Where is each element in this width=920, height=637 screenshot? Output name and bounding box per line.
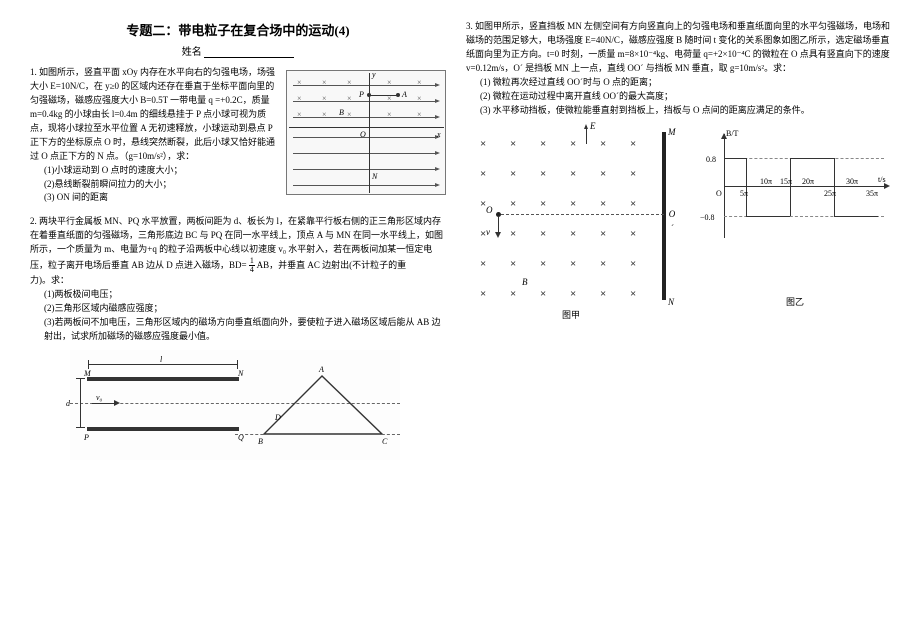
problem-3: 3. 如图甲所示，竖直挡板 MN 左侧空间有方向竖直向上的匀强电场和垂直纸面向里… <box>466 20 890 323</box>
figyi-xt5: 25π <box>824 188 836 200</box>
figyi-xlabel: t/s <box>878 174 886 186</box>
fig2-M: M <box>84 368 91 380</box>
problem-2-q3: (3)若两板间不加电压，三角形区域内的磁场方向垂直纸面向外，要使粒子进入磁场区域… <box>30 316 446 344</box>
left-column: 专题二：带电粒子在复合场中的运动(4) 姓名 1. 如图所示，竖直平面 xOy … <box>30 20 446 470</box>
fraction-1-4: 1 4 <box>249 257 255 274</box>
problem-1-q2: (2)悬线断裂前瞬间拉力的大小； <box>30 178 280 192</box>
figure-jia: ×××××× ×××××× ×××××× ×××××× ×××××× ×××××… <box>466 126 676 323</box>
fig2-l: l <box>160 354 162 366</box>
problem-3-text: 如图甲所示，竖直挡板 MN 左侧空间有方向竖直向上的匀强电场和垂直纸面向里的水平… <box>466 21 890 73</box>
problem-2-q1: (1)两板极间电压； <box>30 288 446 302</box>
fig2-A: A <box>319 364 324 376</box>
fig2-P: P <box>84 432 89 444</box>
figyi-xt4: 20π <box>802 176 814 188</box>
problem-2-q2: (2)三角形区域内磁感应强度； <box>30 302 446 316</box>
figjia-B: B <box>522 276 528 290</box>
name-field: 姓名 <box>30 43 446 58</box>
figyi-O: O <box>716 188 722 200</box>
problem-3-q2: (2) 微粒在运动过程中离开直线 OO´的最大高度； <box>466 90 890 104</box>
fig1-N: N <box>372 171 377 183</box>
problem-2-text-c: 力)。求： <box>30 274 446 288</box>
figure-yi: B/T 0.8 −0.8 O t/s <box>700 126 890 310</box>
fig2-B: B <box>258 436 263 448</box>
problem-3-q1: (1) 微粒再次经过直线 OO´时与 O 点的距离； <box>466 76 890 90</box>
problem-2-number: 2. <box>30 216 37 226</box>
problem-1-number: 1. <box>30 67 37 77</box>
problem-1-q1: (1)小球运动到 O 点时的速度大小； <box>30 164 280 178</box>
fig1-x: x <box>437 129 441 141</box>
figure-1: × × × × × × × × × × × × × × × <box>286 66 446 205</box>
figjia-Op: O´ <box>668 208 676 236</box>
fig1-A: A <box>402 89 407 101</box>
figjia-E: E <box>590 120 596 134</box>
problem-2-text-b: AB，并垂直 AC 边射出(不计粒子的重 <box>257 260 407 270</box>
problem-3-q3: (3) 水平移动挡板，使微粒能垂直射到挡板上，挡板与 O 点间的距离应满足的条件… <box>466 104 890 118</box>
problem-2: 2. 两块平行金属板 MN、PQ 水平放置，两板间距为 d、板长为 l，在紧靠平… <box>30 215 446 460</box>
fig1-O: O <box>360 129 366 141</box>
name-underline <box>204 48 294 58</box>
right-column: 3. 如图甲所示，竖直挡板 MN 左侧空间有方向竖直向上的匀强电场和垂直纸面向里… <box>466 20 890 470</box>
figjia-caption: 图甲 <box>466 309 676 323</box>
figyi-xt1: 5π <box>740 188 748 200</box>
figyi-xt2: 10π <box>760 176 772 188</box>
figyi-xt3: 15π <box>780 176 792 188</box>
problem-1-q3: (3) ON 间的距离 <box>30 191 280 205</box>
problem-3-number: 3. <box>466 21 473 31</box>
figjia-N: N <box>668 296 674 310</box>
problem-1-text: 如图所示，竖直平面 xOy 内存在水平向右的匀强电场，场强大小 E=10N/C，… <box>30 67 275 161</box>
fig1-y: y <box>372 69 376 81</box>
figyi-yhi: 0.8 <box>706 154 716 166</box>
fig1-B: B <box>339 107 344 119</box>
fig2-d: d <box>66 398 70 410</box>
figjia-O: O <box>486 204 493 218</box>
fig2-N: N <box>238 368 243 380</box>
figyi-xt6: 30π <box>846 176 858 188</box>
worksheet-title: 专题二：带电粒子在复合场中的运动(4) <box>30 20 446 39</box>
figjia-v: v <box>486 226 490 240</box>
figyi-ylabel: B/T <box>726 128 738 140</box>
problem-1: 1. 如图所示，竖直平面 xOy 内存在水平向右的匀强电场，场强大小 E=10N… <box>30 66 446 205</box>
figyi-ylo: −0.8 <box>700 212 715 224</box>
fig2-C: C <box>382 436 387 448</box>
fig1-P: P <box>359 89 364 101</box>
figyi-caption: 图乙 <box>700 296 890 310</box>
name-label: 姓名 <box>182 47 202 58</box>
figyi-xt7: 35π <box>866 188 878 200</box>
figjia-M: M <box>668 126 676 140</box>
figure-2: l d M N P Q v₀ A B <box>70 350 400 460</box>
fig2-D: D <box>275 412 281 424</box>
